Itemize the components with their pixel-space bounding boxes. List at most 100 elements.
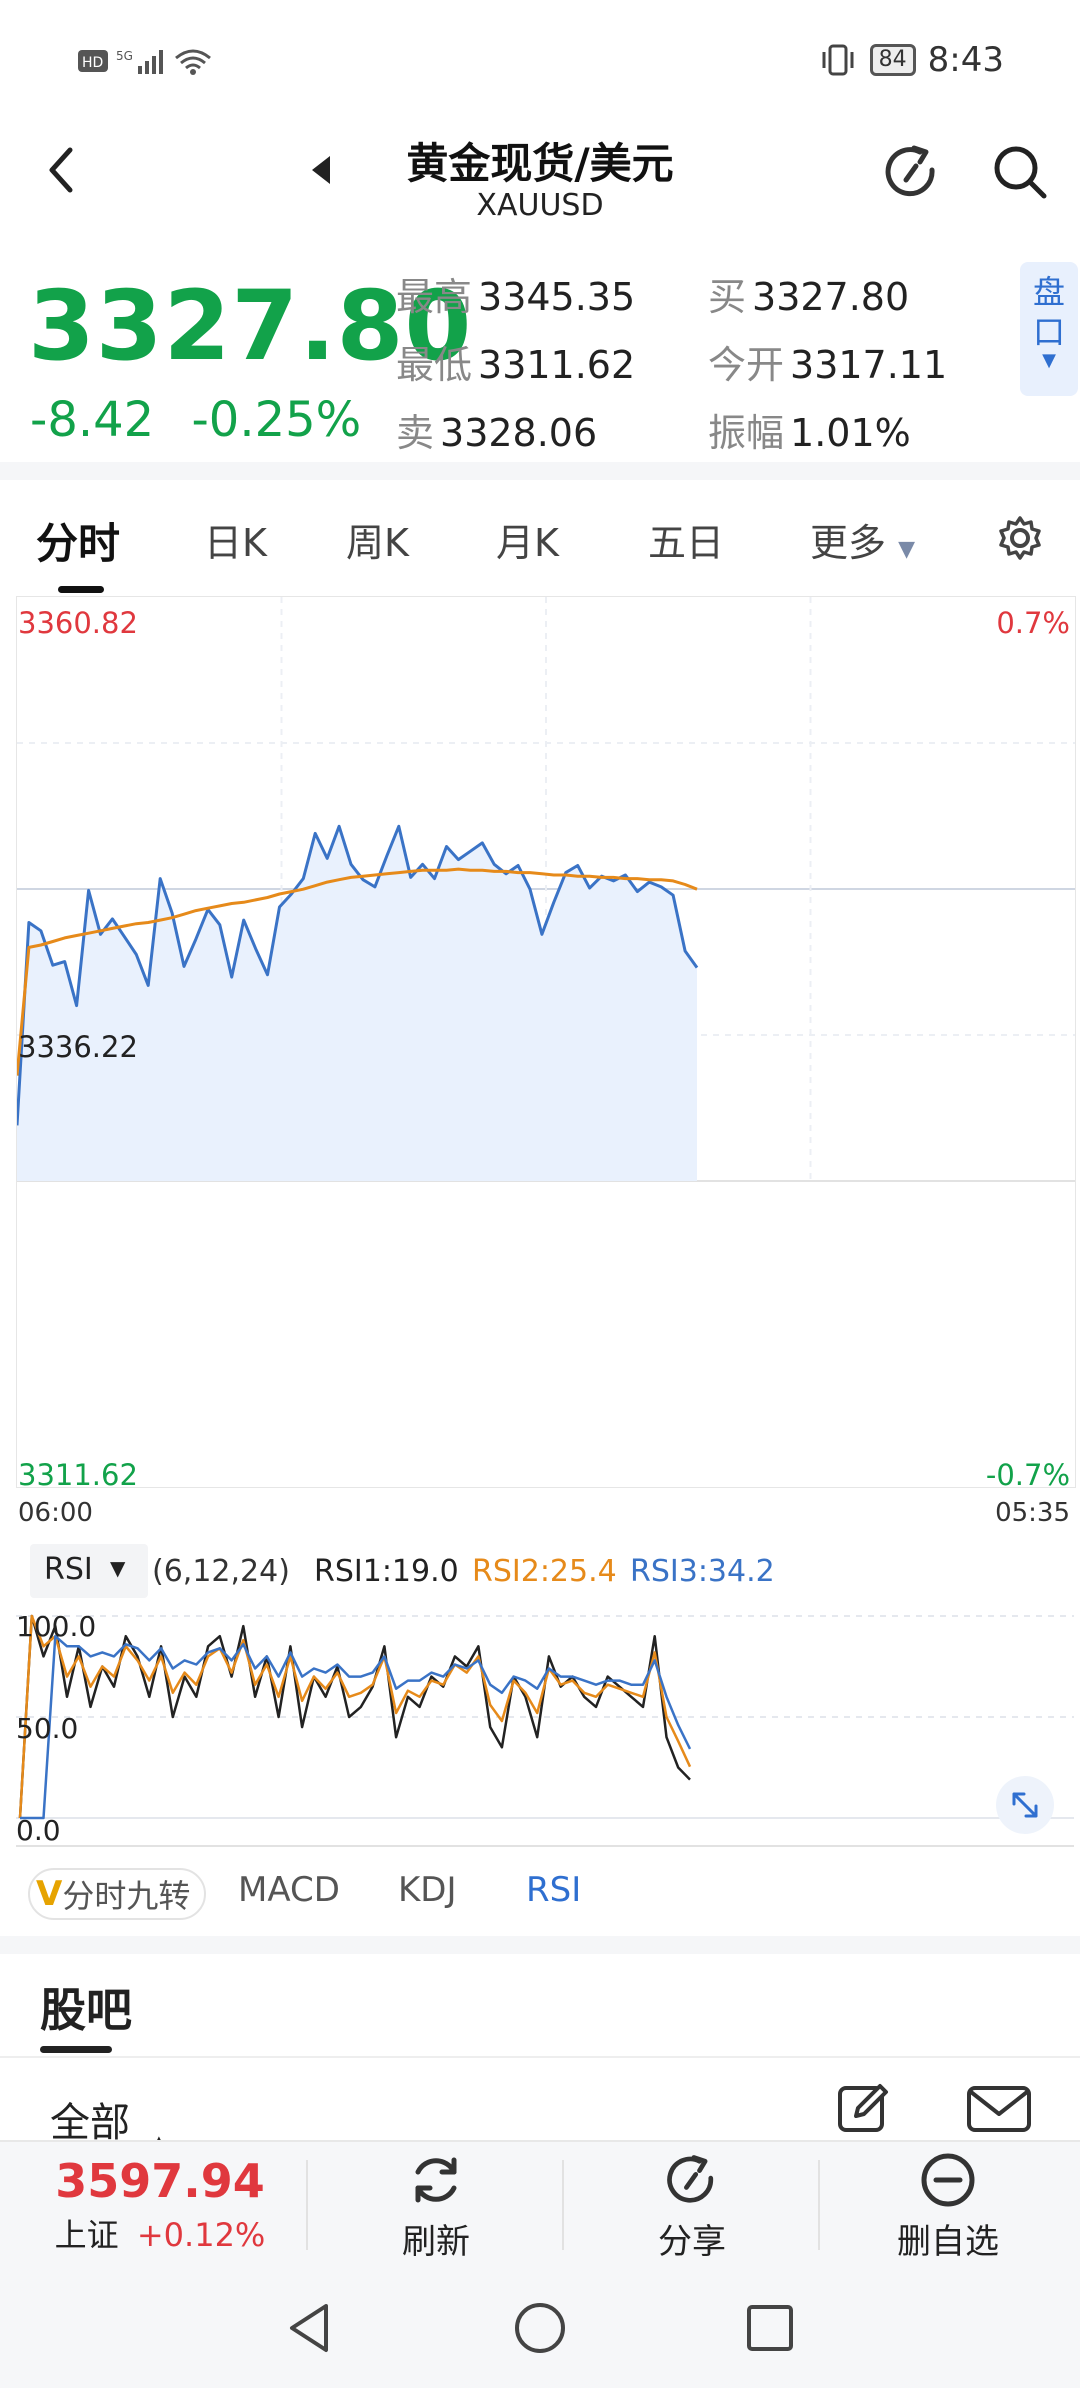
nav-back-icon <box>290 2304 328 2352</box>
write-post-button[interactable] <box>836 2080 892 2140</box>
divider <box>306 2160 308 2250</box>
rsi2-line <box>18 1614 692 1819</box>
back-button[interactable] <box>40 140 84 204</box>
refresh-button[interactable]: 刷新 <box>308 2150 564 2263</box>
rsi-chart[interactable] <box>16 1536 1074 1848</box>
pct-axis-bottom-label: -0.7% <box>985 1458 1070 1492</box>
last-price: 3327.80 <box>28 270 473 382</box>
stat-label: 卖 <box>396 411 435 455</box>
share-button[interactable]: 分享 <box>564 2150 820 2263</box>
page-title: 黄金现货/美元 <box>406 139 674 188</box>
index-value: 3597.94 <box>55 2154 265 2208</box>
rsi2-legend: RSI2:25.4 <box>472 1554 617 1589</box>
nav-recents-icon <box>747 2305 793 2351</box>
intraday-chart[interactable] <box>16 596 1076 1488</box>
edit-icon <box>838 2084 888 2132</box>
refresh-share-icon <box>885 145 935 197</box>
guba-title[interactable]: 股吧 <box>40 1983 132 2037</box>
clock: 8:43 <box>927 40 1004 80</box>
price-area-fill <box>17 826 697 1181</box>
guba-underline <box>40 2046 112 2053</box>
search-button[interactable] <box>988 140 1052 208</box>
stat-label: 最高 <box>396 275 473 319</box>
tab-macd[interactable]: MACD <box>238 1870 340 1910</box>
system-nav-bar <box>0 2268 1080 2388</box>
nav-back-button[interactable] <box>282 2300 338 2360</box>
stat-sell: 卖 3328.06 <box>396 402 597 457</box>
back-arrow-icon <box>49 147 73 193</box>
tab-monthly-k[interactable]: 月K <box>496 521 559 565</box>
stat-value: 3327.80 <box>752 275 910 319</box>
rsi-params: (6,12,24) <box>152 1554 290 1589</box>
svg-text:HD: HD <box>82 55 103 71</box>
expand-icon <box>1012 1792 1038 1818</box>
stat-high: 最高 3345.35 <box>396 266 635 321</box>
search-icon <box>994 146 1047 199</box>
tab-nine-turn-label: 分时九转 <box>62 1877 191 1915</box>
stat-value: 3311.62 <box>478 343 636 387</box>
stat-open: 今开 3317.11 <box>708 334 947 389</box>
share-label: 分享 <box>658 2222 726 2262</box>
change-value: -8.42 <box>30 392 155 448</box>
bottom-action-bar <box>0 2140 1080 2270</box>
tab-daily-k[interactable]: 日K <box>204 521 267 565</box>
stat-buy: 买 3327.80 <box>708 266 909 321</box>
nav-recents-button[interactable] <box>742 2300 798 2360</box>
index-name: 上证 <box>54 2216 119 2254</box>
signal-icon: HD 5G <box>78 49 211 75</box>
triangle-left-icon <box>312 156 330 184</box>
rsi3-line <box>20 1634 692 1820</box>
index-change: +0.12% <box>136 2216 266 2254</box>
svg-text:5G: 5G <box>116 49 133 63</box>
y-axis-mid-label: 3336.22 <box>18 1030 138 1064</box>
stat-label: 最低 <box>396 343 473 387</box>
tab-nine-turn[interactable]: V 分时九转 <box>28 1868 207 1920</box>
remove-watchlist-button[interactable]: 删自选 <box>820 2150 1076 2263</box>
tab-more[interactable]: 更多 ▼ <box>810 512 915 567</box>
nav-home-button[interactable] <box>512 2300 568 2360</box>
stat-label: 买 <box>708 275 747 319</box>
nav-home-icon <box>515 2303 565 2353</box>
caret-down-icon: ▼ <box>110 1556 126 1580</box>
gear-icon <box>999 516 1041 560</box>
battery-icon: 84 <box>869 44 916 76</box>
stat-amplitude: 振幅 1.01% <box>708 402 911 457</box>
tab-intraday[interactable]: 分时 <box>36 519 121 568</box>
pankou-button[interactable]: 盘口 ▼ <box>1020 262 1078 396</box>
share-header-button[interactable] <box>880 140 944 208</box>
price-change: -8.42 -0.25% <box>30 392 361 448</box>
vibrate-icon <box>822 44 854 76</box>
active-tab-indicator <box>58 586 104 593</box>
section-divider <box>0 462 1080 480</box>
status-left-icons: HD 5G <box>78 44 218 87</box>
status-bar: HD 5G 84 8:43 <box>0 0 1080 120</box>
stat-value: 3345.35 <box>478 275 636 319</box>
indicator-selector-label: RSI <box>44 1552 93 1587</box>
prev-instrument-button[interactable] <box>306 150 336 194</box>
divider <box>562 2160 564 2250</box>
expand-chart-button[interactable] <box>996 1776 1054 1834</box>
stat-value: 1.01% <box>790 411 911 455</box>
vip-icon: V <box>36 1874 63 1914</box>
messages-button[interactable] <box>966 2084 1032 2138</box>
stat-value: 3328.06 <box>440 411 598 455</box>
tab-rsi[interactable]: RSI <box>526 1870 582 1910</box>
guba-filter-all[interactable]: 全部 <box>50 2100 130 2146</box>
x-axis-start-label: 06:00 <box>18 1498 93 1528</box>
index-ticker[interactable]: 3597.94 上证 +0.12% <box>32 2154 288 2256</box>
rsi-chart-svg <box>16 1614 1074 1847</box>
minus-circle-icon <box>921 2153 975 2207</box>
chart-settings-button[interactable] <box>996 514 1044 566</box>
section-divider <box>0 1936 1080 1954</box>
stat-label: 今开 <box>708 343 785 387</box>
pct-axis-top-label: 0.7% <box>996 606 1070 640</box>
tab-five-day[interactable]: 五日 <box>648 521 725 565</box>
divider <box>818 2160 820 2250</box>
tab-weekly-k[interactable]: 周K <box>346 521 409 565</box>
indicator-selector[interactable]: RSI ▼ <box>30 1544 148 1598</box>
tab-kdj[interactable]: KDJ <box>398 1870 457 1910</box>
y-axis-top-label: 3360.82 <box>18 606 138 640</box>
change-percent: -0.25% <box>191 392 362 448</box>
x-axis-end-label: 05:35 <box>995 1498 1070 1528</box>
rsi1-legend: RSI1:19.0 <box>314 1554 459 1589</box>
